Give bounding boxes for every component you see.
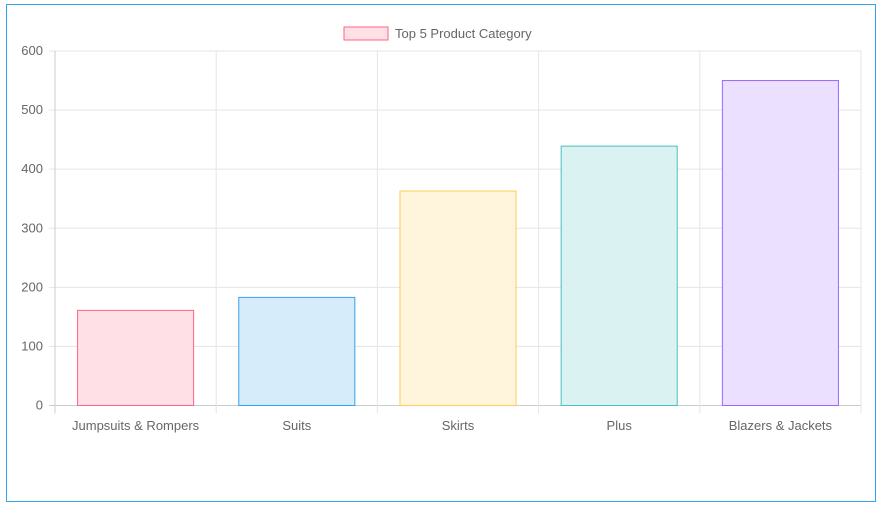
- bar[interactable]: [721, 80, 839, 407]
- chart-container: [6, 4, 876, 502]
- bar[interactable]: [399, 190, 517, 406]
- x-tick-label: Skirts: [442, 418, 475, 433]
- y-tick-label: 200: [21, 279, 43, 294]
- y-tick-label: 300: [21, 220, 43, 235]
- bars: [77, 80, 839, 407]
- legend[interactable]: Top 5 Product Category: [343, 26, 532, 41]
- x-tick-label: Blazers & Jackets: [729, 418, 833, 433]
- bar[interactable]: [77, 309, 195, 406]
- y-tick-label: 500: [21, 102, 43, 117]
- y-tick-label: 100: [21, 338, 43, 353]
- y-tick-label: 0: [36, 398, 43, 413]
- x-tick-label: Suits: [282, 418, 311, 433]
- legend-swatch: [343, 26, 389, 41]
- bar[interactable]: [238, 296, 356, 406]
- bar[interactable]: [560, 145, 678, 406]
- x-tick-label: Jumpsuits & Rompers: [72, 418, 200, 433]
- y-tick-label: 400: [21, 161, 43, 176]
- legend-label: Top 5 Product Category: [395, 26, 532, 41]
- y-tick-label: 600: [21, 43, 43, 58]
- x-axis: Jumpsuits & Rompers Suits Skirts Plus Blazer…: [72, 418, 833, 433]
- x-tick-label: Plus: [607, 418, 633, 433]
- y-axis: 0 100 200 300 400 500 600: [21, 43, 43, 413]
